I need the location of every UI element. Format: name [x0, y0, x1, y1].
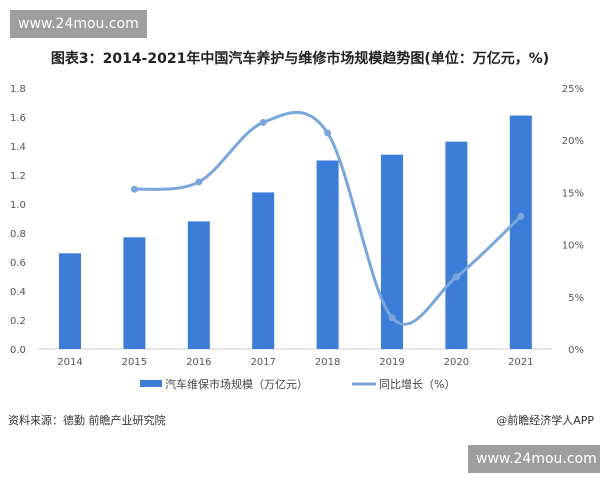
bar-2021: [509, 115, 532, 349]
y-right-tick: 15%: [562, 188, 584, 199]
y-left-tick: 1.6: [10, 113, 26, 124]
y-left-tick: 1.2: [10, 171, 26, 182]
x-tick: 2019: [379, 357, 404, 368]
y-left-tick: 1.0: [10, 200, 26, 211]
bar-2020: [445, 141, 468, 349]
y-right-tick: 25%: [562, 84, 584, 95]
growth-point: [324, 129, 332, 137]
y-right-tick: 20%: [562, 136, 584, 147]
x-tick: 2020: [444, 357, 469, 368]
y-left-tick: 1.8: [10, 84, 26, 95]
source-note: 资料来源：德勤 前瞻产业研究院: [8, 414, 166, 427]
bar-2018: [316, 160, 339, 349]
bar-2014: [59, 253, 81, 349]
y-left-tick: 0.4: [10, 287, 26, 298]
y-right-tick: 5%: [568, 293, 584, 304]
x-tick: 2015: [122, 357, 147, 368]
y-right-tick: 10%: [562, 241, 584, 252]
y-left-tick: 0.6: [10, 258, 26, 269]
bar-2017: [252, 192, 275, 349]
x-tick: 2014: [57, 357, 82, 368]
bar-2015: [123, 237, 146, 349]
credit: @前瞻经济学人APP: [496, 414, 594, 427]
y-right-tick: 0%: [568, 345, 584, 356]
growth-point: [388, 314, 396, 322]
legend-bar-label: 汽车维保市场规模（万亿元）: [165, 377, 308, 391]
growth-point: [517, 212, 525, 220]
watermark: www.24mou.com: [10, 10, 147, 38]
chart-title: 图表3：2014-2021年中国汽车养护与维修市场规模趋势图(单位：万亿元，%): [50, 51, 550, 67]
legend-bar-swatch: [140, 380, 162, 387]
growth-point: [452, 273, 460, 281]
legend-line-label: 同比增长（%）: [379, 377, 455, 391]
y-left-tick: 0.2: [10, 316, 26, 327]
x-tick: 2018: [315, 357, 340, 368]
growth-point: [259, 118, 267, 126]
bar-2019: [381, 154, 403, 349]
y-left-tick: 0.8: [10, 229, 26, 240]
y-left-tick: 1.4: [10, 142, 26, 153]
x-tick: 2021: [508, 357, 533, 368]
watermark: www.24mou.com: [468, 445, 600, 473]
growth-point: [195, 178, 203, 186]
bar-2016: [187, 221, 210, 349]
y-left-tick: 0.0: [10, 345, 26, 356]
x-tick: 2017: [250, 357, 275, 368]
x-tick: 2016: [186, 357, 211, 368]
growth-point: [130, 185, 138, 193]
